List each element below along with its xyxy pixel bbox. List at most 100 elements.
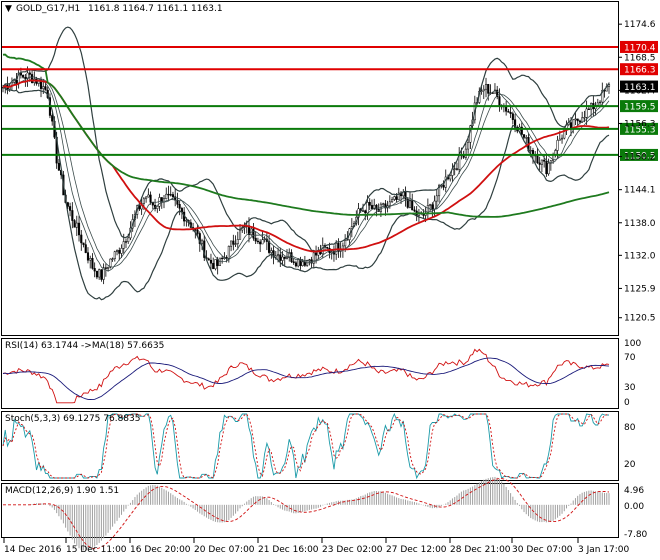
candle-body (254, 237, 257, 242)
candle-body (227, 245, 230, 259)
candle-body (587, 108, 590, 110)
candle-body (413, 209, 416, 212)
price-panel-frame (1, 1, 619, 336)
candle-body (525, 137, 528, 139)
dropdown-arrow-icon[interactable]: ▼ (5, 4, 12, 14)
candle-body (24, 77, 27, 80)
candle-body (31, 74, 34, 83)
candle-body (44, 86, 47, 91)
candle-body (109, 258, 112, 268)
candle-body (80, 234, 83, 244)
candle-body (361, 210, 365, 212)
candle-body (308, 259, 311, 261)
candle-body (118, 250, 121, 254)
candle-body (95, 270, 98, 278)
candle-body (585, 108, 588, 118)
candle-body (484, 83, 488, 90)
price-tick-label: 1168.5 (624, 53, 656, 63)
candle-body (91, 258, 94, 269)
candle-body (196, 229, 199, 234)
candle-body (569, 122, 573, 129)
candle-body (337, 242, 340, 252)
candle-body (145, 196, 148, 200)
candle-body (453, 168, 456, 170)
candle-body (93, 268, 96, 272)
candle-body (388, 201, 391, 206)
candle-body (560, 137, 564, 140)
candle-body (583, 117, 586, 119)
candle-body (75, 222, 78, 228)
candle-body (514, 119, 517, 128)
indicator-tick-label: -7.80 (624, 530, 648, 540)
time-tick-label: 15 Dec 11:00 (66, 545, 127, 555)
candle-body (238, 229, 242, 240)
candle-body (511, 113, 514, 120)
candle-body (279, 254, 282, 261)
candle-body (71, 210, 74, 221)
price-tick-label: 1138.0 (624, 219, 656, 229)
candle-body (442, 185, 445, 188)
candle-body (529, 150, 532, 152)
price-tick-label: 1120.5 (624, 314, 656, 324)
price-tick-label: 1144.1 (624, 186, 656, 196)
candle-body (312, 252, 315, 264)
ma-200-line (2, 53, 610, 218)
candle-body (370, 205, 374, 209)
price-tick-label: 1150.2 (624, 153, 656, 163)
candle-body (127, 237, 130, 243)
candle-body (221, 257, 224, 260)
candle-body (261, 239, 264, 245)
candle-body (574, 118, 577, 121)
candle-body (212, 263, 215, 270)
candle-body (449, 175, 452, 180)
candle-body (281, 256, 284, 261)
candle-body (496, 89, 499, 97)
candle-body (507, 111, 510, 113)
candle-body (599, 101, 602, 104)
level-tag-text: 1166.3 (624, 66, 656, 76)
candle-body (482, 88, 485, 92)
candle-body (256, 240, 259, 243)
candle-body (142, 198, 145, 204)
candle-body (66, 202, 69, 207)
candle-body (89, 258, 92, 261)
candle-body (462, 155, 465, 158)
last-price-tag (620, 80, 658, 93)
symbol-label: GOLD_G17,H1 (16, 4, 80, 14)
candle-body (234, 243, 237, 245)
bollinger-lower-line (2, 86, 610, 301)
time-tick-label: 30 Dec 07:00 (512, 545, 573, 555)
candle-body (288, 252, 291, 259)
candle-body (156, 205, 159, 209)
candle-body (147, 194, 150, 198)
candle-body (491, 92, 494, 94)
price-layer (1, 26, 611, 301)
price-tick-label: 1174.6 (624, 20, 656, 30)
candle-body (28, 72, 31, 75)
candle-body (294, 262, 297, 267)
time-tick-label: 21 Dec 16:00 (258, 545, 319, 555)
candle-body (391, 199, 394, 203)
candle-body (73, 220, 76, 228)
stoch-signal-line (2, 413, 610, 479)
candle-body (167, 193, 170, 196)
candle-body (480, 90, 483, 92)
candle-body (326, 247, 329, 249)
candle-body (393, 196, 396, 200)
price-axis: 1174.61168.51162.41156.31150.21144.11138… (618, 20, 658, 324)
candle-body (111, 258, 114, 260)
candle-body (232, 240, 235, 245)
level-tag-text: 1159.5 (624, 103, 656, 113)
candle-body (543, 159, 546, 162)
candle-body (225, 257, 228, 259)
candle-body (464, 148, 467, 158)
rsi-label: RSI(14) 63.1744 ->MA(18) 57.6635 (5, 341, 164, 351)
macd-signal-line (3, 478, 610, 550)
candle-body (207, 258, 210, 261)
candle-body (373, 204, 376, 209)
candle-body (292, 261, 295, 263)
indicator-tick-label: 30 (624, 383, 636, 393)
candle-body (382, 203, 385, 205)
price-tick-label: 1125.9 (624, 284, 656, 294)
candle-body (259, 241, 262, 245)
